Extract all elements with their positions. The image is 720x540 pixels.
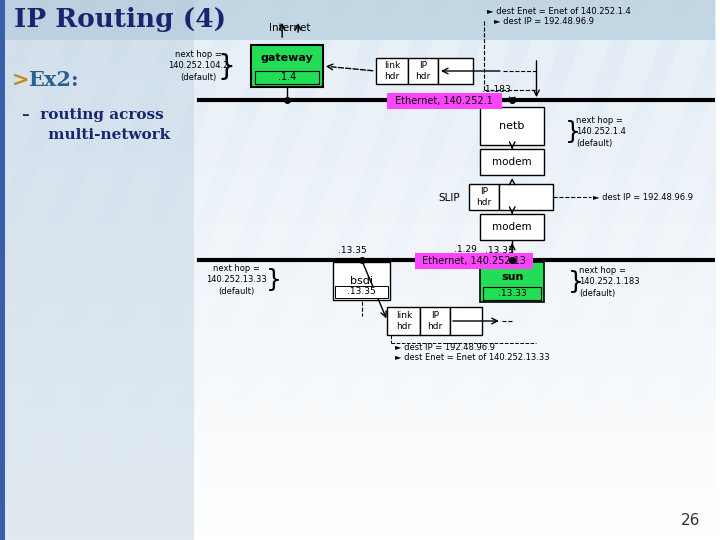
Text: next hop =
140.252.104.2
(default): next hop = 140.252.104.2 (default) xyxy=(168,50,229,82)
Bar xyxy=(335,286,389,298)
Text: Ethernet, 140.252.1: Ethernet, 140.252.1 xyxy=(395,96,493,106)
Text: netb: netb xyxy=(500,121,525,131)
Text: }: } xyxy=(217,53,235,81)
Bar xyxy=(499,184,554,210)
Polygon shape xyxy=(397,0,626,540)
Bar xyxy=(387,307,420,335)
Bar xyxy=(469,184,499,210)
Bar xyxy=(415,253,533,269)
Text: gateway: gateway xyxy=(261,53,313,63)
Polygon shape xyxy=(298,0,526,540)
Polygon shape xyxy=(348,0,576,540)
Text: ► dest Enet = Enet of 140.252.1.4: ► dest Enet = Enet of 140.252.1.4 xyxy=(487,8,631,17)
Bar xyxy=(256,71,319,84)
Text: ► dest IP = 192.48.96.9: ► dest IP = 192.48.96.9 xyxy=(494,17,594,25)
Bar xyxy=(333,262,390,300)
Polygon shape xyxy=(646,0,720,540)
Bar xyxy=(480,107,544,145)
Bar xyxy=(480,214,544,240)
Polygon shape xyxy=(0,0,179,540)
Bar xyxy=(0,0,716,40)
Text: link
hdr: link hdr xyxy=(396,311,412,330)
Polygon shape xyxy=(0,0,228,540)
Polygon shape xyxy=(696,0,720,540)
Text: 26: 26 xyxy=(681,513,701,528)
Bar xyxy=(420,307,450,335)
Polygon shape xyxy=(0,0,30,540)
Text: IP
hdr: IP hdr xyxy=(428,311,443,330)
Text: .1.183: .1.183 xyxy=(482,85,510,94)
Text: link
hdr: link hdr xyxy=(384,62,400,80)
Polygon shape xyxy=(0,0,79,540)
Text: modem: modem xyxy=(492,157,532,167)
Text: .1.4: .1.4 xyxy=(278,72,296,83)
Text: next hop =
140.252.1.183
(default): next hop = 140.252.1.183 (default) xyxy=(579,266,640,298)
Polygon shape xyxy=(199,0,427,540)
Text: SLIP: SLIP xyxy=(438,193,460,203)
Text: .1.29: .1.29 xyxy=(454,245,477,254)
Bar xyxy=(480,262,544,302)
Text: bsdi: bsdi xyxy=(350,276,373,286)
Polygon shape xyxy=(149,0,377,540)
Polygon shape xyxy=(99,0,328,540)
Bar xyxy=(450,307,482,335)
Text: }: } xyxy=(568,270,584,294)
Polygon shape xyxy=(596,0,720,540)
Text: ► dest IP = 192.48.96.9: ► dest IP = 192.48.96.9 xyxy=(395,342,495,352)
Polygon shape xyxy=(248,0,477,540)
Polygon shape xyxy=(0,0,129,540)
Bar xyxy=(483,287,541,300)
Text: }: } xyxy=(266,268,282,292)
Bar xyxy=(408,58,438,84)
Text: modem: modem xyxy=(492,222,532,232)
Text: .13.33: .13.33 xyxy=(485,246,513,255)
Bar xyxy=(251,45,323,87)
Text: >: > xyxy=(12,70,30,90)
Polygon shape xyxy=(546,0,720,540)
Text: .13.35: .13.35 xyxy=(338,246,366,255)
Text: IP Routing (4): IP Routing (4) xyxy=(14,8,226,32)
Text: Ethernet, 140.252.13: Ethernet, 140.252.13 xyxy=(422,256,526,266)
Text: Ex2:: Ex2: xyxy=(28,70,78,90)
Polygon shape xyxy=(447,0,675,540)
Bar xyxy=(438,58,473,84)
Text: –  routing across
     multi-network: – routing across multi-network xyxy=(22,107,170,143)
Bar xyxy=(480,149,544,175)
Polygon shape xyxy=(497,0,720,540)
Text: next hop =
140.252.1.4
(default): next hop = 140.252.1.4 (default) xyxy=(576,116,626,148)
Polygon shape xyxy=(50,0,278,540)
Bar xyxy=(376,58,408,84)
Text: ► dest Enet = Enet of 140.252.13.33: ► dest Enet = Enet of 140.252.13.33 xyxy=(395,353,550,361)
Text: sun: sun xyxy=(501,272,523,282)
Text: IP
hdr: IP hdr xyxy=(476,187,492,207)
Text: IP
hdr: IP hdr xyxy=(415,62,431,80)
Bar xyxy=(387,93,502,109)
Text: next hop =
140.252.13.33
(default): next hop = 140.252.13.33 (default) xyxy=(206,264,267,296)
Text: ► dest IP = 192.48.96.9: ► dest IP = 192.48.96.9 xyxy=(593,192,693,201)
Text: Internet: Internet xyxy=(269,23,311,33)
Bar xyxy=(0,0,5,540)
Text: .13.35: .13.35 xyxy=(347,287,376,296)
Text: .13.33: .13.33 xyxy=(498,289,526,298)
Bar xyxy=(0,0,194,540)
Text: }: } xyxy=(565,120,581,144)
